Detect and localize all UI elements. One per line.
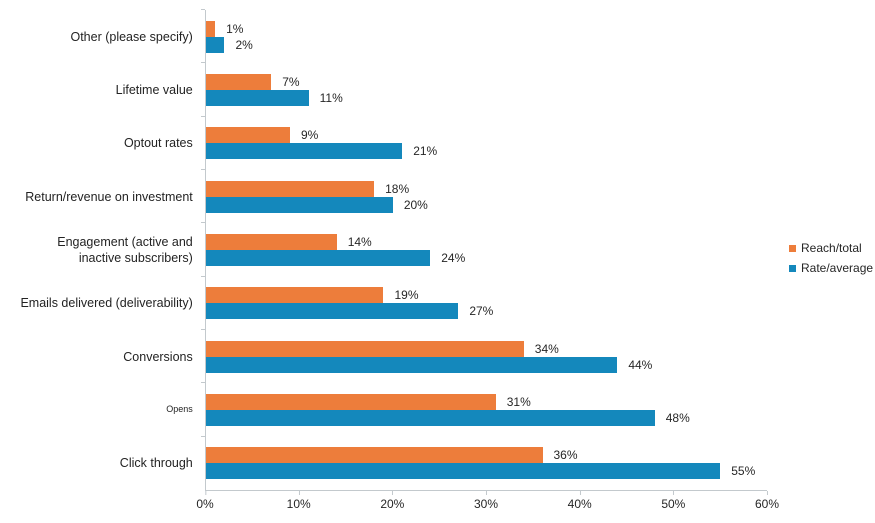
bar-group: Opens 31% 48% [0, 382, 767, 437]
reach-total-swatch [789, 244, 796, 252]
rate-average-value-label: 27% [469, 304, 494, 319]
rate-average-bar [205, 303, 459, 320]
bar-group: Return/revenue on investment 18% 20% [0, 168, 767, 224]
bar-group: Emails delivered (deliverability) 19% 27… [0, 275, 767, 330]
reach-total-bar [205, 127, 290, 144]
rate-average-value-label: 11% [319, 90, 343, 105]
rate-average-swatch [789, 264, 796, 272]
rate-average-value-label: 20% [403, 197, 428, 212]
category-label: Return/revenue on investment [25, 189, 193, 204]
category-label: Other (please specify) [70, 29, 193, 44]
category-label: Conversions [123, 349, 193, 364]
reach-total-bar [205, 233, 337, 250]
x-tick-label: 30% [474, 491, 498, 511]
rate-average-bar [205, 409, 655, 426]
category-label: Lifetime value [115, 82, 193, 97]
bar-group: Click through 36% 55% [0, 435, 767, 490]
rate-average-bar [205, 196, 393, 213]
bar-group: Conversions 34% 44% [0, 328, 767, 384]
rate-average-value-label: 2% [235, 37, 253, 52]
reach-total-bar [205, 287, 384, 304]
rate-average-value-label: 44% [628, 357, 653, 372]
reach-total-bar [205, 340, 524, 357]
legend-item-reach-total: Reach/total [789, 238, 873, 258]
legend: Reach/total Rate/average [789, 238, 873, 278]
legend-label: Rate/average [801, 261, 874, 275]
rate-average-bar [205, 463, 721, 480]
rate-average-bar [205, 36, 225, 53]
x-tick-label: 40% [568, 491, 592, 511]
reach-total-bar [205, 73, 272, 90]
category-label: Click through [119, 456, 193, 471]
reach-total-value-label: 7% [282, 74, 300, 89]
reach-total-bar [205, 393, 496, 410]
x-tick-label: 20% [380, 491, 404, 511]
plot-area: Other (please specify) 1% 2% Lifetime va… [0, 8, 767, 490]
x-axis: 0% 10% 20% 30% 40% 50% 60% [196, 490, 779, 517]
reach-total-bar [205, 20, 216, 37]
bar-group: Engagement (active and inactive subscrib… [0, 222, 767, 277]
bar-group: Optout rates 9% 21% [0, 115, 767, 170]
x-tick-label: 50% [661, 491, 685, 511]
x-tick-label: 0% [196, 491, 214, 511]
rate-average-value-label: 21% [413, 144, 438, 159]
rate-average-bar [205, 356, 618, 373]
x-tick-label: 10% [287, 491, 311, 511]
reach-total-value-label: 34% [534, 341, 559, 356]
bar-group: Lifetime value 7% 11% [0, 62, 767, 117]
reach-total-value-label: 31% [506, 394, 531, 409]
reach-total-value-label: 9% [300, 128, 319, 143]
rate-average-bar [205, 249, 431, 266]
x-tick-label: 60% [755, 491, 779, 511]
reach-total-value-label: 36% [553, 448, 578, 463]
rate-average-bar [205, 89, 309, 106]
rate-average-value-label: 24% [441, 250, 466, 265]
category-label: Opens [166, 404, 193, 415]
reach-total-value-label: 19% [394, 288, 419, 303]
category-label: Emails delivered (deliverability) [20, 296, 193, 311]
legend-item-rate-average: Rate/average [789, 258, 873, 278]
reach-total-value-label: 1% [226, 21, 244, 36]
legend-label: Reach/total [801, 241, 862, 255]
reach-total-bar [205, 180, 375, 197]
rate-average-value-label: 48% [665, 410, 690, 425]
reach-total-bar [205, 447, 543, 464]
reach-total-value-label: 14% [347, 234, 372, 249]
reach-total-value-label: 18% [385, 181, 410, 196]
category-label: Engagement (active and inactive subscrib… [57, 234, 193, 265]
rate-average-value-label: 55% [731, 464, 756, 479]
category-label: Optout rates [123, 136, 193, 151]
rate-average-bar [205, 143, 403, 160]
bar-group: Other (please specify) 1% 2% [0, 8, 767, 64]
